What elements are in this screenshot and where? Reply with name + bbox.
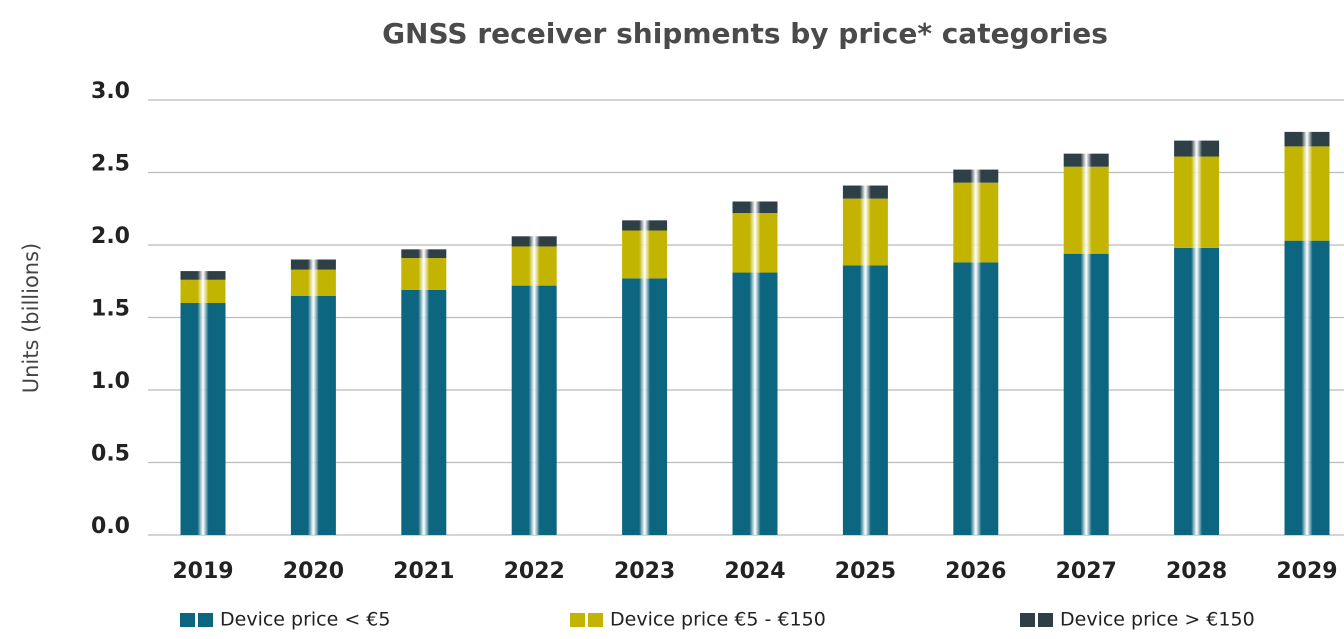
bar-segment: [842, 185, 888, 199]
bar-segment: [1174, 156, 1220, 248]
y-tick-label: 2.5: [91, 152, 130, 177]
chart-title: GNSS receiver shipments by price* catego…: [382, 17, 1108, 50]
bar-segment: [1174, 247, 1220, 535]
bar-segment: [732, 272, 778, 535]
bar-segment: [1284, 146, 1330, 241]
y-tick-label: 1.5: [91, 297, 130, 322]
bar-segment: [1174, 140, 1220, 157]
legend-swatch: [198, 613, 213, 627]
bar-segment: [1284, 131, 1330, 147]
bar-segment: [953, 182, 999, 263]
x-tick-label: 2028: [1166, 559, 1227, 584]
bar-segment: [953, 262, 999, 535]
bar-segment: [1284, 240, 1330, 535]
y-tick-label: 0.5: [91, 442, 130, 467]
bar-segment: [180, 303, 226, 535]
y-tick-label: 0.0: [91, 514, 130, 539]
bar-segment: [842, 198, 888, 266]
bar-segment: [290, 295, 336, 535]
y-tick-label: 1.0: [91, 369, 130, 394]
bar-segment: [622, 230, 668, 279]
legend-swatch: [588, 613, 603, 627]
x-tick-label: 2022: [504, 559, 565, 584]
y-tick-label: 3.0: [91, 79, 130, 104]
bar-segment: [622, 220, 668, 231]
legend-swatch: [1038, 613, 1053, 627]
legend-swatch: [180, 613, 195, 627]
bar-segment: [180, 271, 226, 280]
bar-segment: [732, 213, 778, 273]
x-tick-label: 2027: [1056, 559, 1117, 584]
bar-segment: [732, 201, 778, 214]
x-tick-label: 2020: [283, 559, 344, 584]
bar-segment: [511, 246, 557, 286]
legend-label: Device price > €150: [1060, 609, 1255, 631]
bar-segment: [1063, 153, 1109, 167]
y-axis-title: Units (billions): [19, 243, 43, 394]
bar-segment: [180, 279, 226, 303]
legend-swatch: [1020, 613, 1035, 627]
legend-label: Device price €5 - €150: [610, 609, 826, 631]
bar-segment: [622, 278, 668, 535]
bar-segment: [842, 265, 888, 535]
y-tick-label: 2.0: [91, 224, 130, 249]
bar-segment: [290, 269, 336, 296]
bar-segment: [401, 258, 447, 290]
bar-segment: [1063, 253, 1109, 535]
bar-segment: [511, 236, 557, 247]
x-tick-label: 2023: [614, 559, 675, 584]
bar-segment: [290, 259, 336, 270]
x-tick-label: 2019: [172, 559, 233, 584]
x-tick-label: 2025: [835, 559, 896, 584]
bar-segment: [401, 249, 447, 259]
bar-segment: [511, 285, 557, 535]
legend-swatch: [570, 613, 585, 627]
x-tick-label: 2029: [1276, 559, 1337, 584]
bar-segment: [401, 289, 447, 535]
bar-segment: [1063, 166, 1109, 254]
x-tick-label: 2026: [945, 559, 1006, 584]
x-tick-label: 2024: [724, 559, 785, 584]
x-tick-label: 2021: [393, 559, 454, 584]
legend-label: Device price < €5: [220, 609, 390, 631]
bar-segment: [953, 169, 999, 183]
